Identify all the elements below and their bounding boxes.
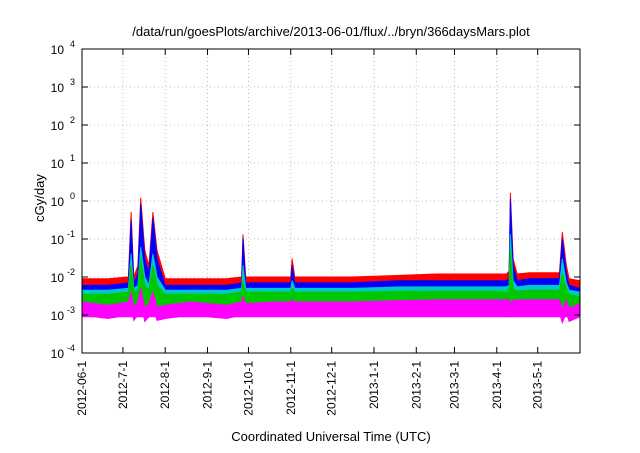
y-tick-exponent: 3	[70, 77, 75, 87]
x-tick-label: 2013-2-1	[409, 361, 423, 409]
x-tick-label: 2012-9-1	[201, 361, 215, 409]
y-tick-label: 10	[51, 347, 65, 361]
y-tick-label: 10	[51, 271, 65, 285]
x-tick-label: 2012-12-1	[325, 361, 339, 416]
y-tick-label: 10	[51, 309, 65, 323]
series-5-lower-envelope	[81, 301, 581, 325]
y-tick-base: 10	[51, 309, 65, 323]
x-tick-label: 2013-3-1	[447, 361, 461, 409]
x-tick-label: 2012-11-1	[284, 361, 298, 415]
y-tick-label: 10	[51, 81, 65, 95]
y-tick-exponent: -3	[67, 305, 75, 315]
y-tick-label: 10	[51, 195, 65, 209]
y-tick-base: 10	[51, 271, 65, 285]
y-tick-base: 10	[51, 43, 65, 57]
y-tick-base: 10	[51, 157, 65, 171]
x-tick-label: 2013-4-1	[490, 361, 504, 409]
x-tick-label: 2012-7-1	[116, 361, 130, 409]
y-tick-exponent: 0	[70, 191, 75, 201]
y-tick-base: 10	[51, 195, 65, 209]
y-tick-exponent: 1	[70, 153, 75, 163]
y-tick-label: 10	[51, 119, 65, 133]
x-tick-label: 2013-1-1	[367, 361, 381, 409]
y-tick-base: 10	[51, 119, 65, 133]
x-axis-label: Coordinated Universal Time (UTC)	[231, 429, 430, 444]
y-tick-exponent: -2	[67, 267, 75, 277]
x-tick-label: 2012-10-1	[241, 361, 255, 416]
y-tick-base: 10	[51, 81, 65, 95]
series-group	[81, 192, 581, 354]
x-tick-label: 2012-8-1	[158, 361, 172, 409]
y-tick-label: 10	[51, 157, 65, 171]
chart-title: /data/run/goesPlots/archive/2013-06-01/f…	[132, 24, 530, 39]
y-tick-label: 10	[51, 43, 65, 57]
y-tick-exponent: -1	[67, 229, 75, 239]
y-axis-label: cGy/day	[32, 174, 47, 222]
y-tick-base: 10	[51, 233, 65, 247]
y-tick-base: 10	[51, 347, 65, 361]
x-tick-label: 2013-5-1	[531, 361, 545, 409]
y-tick-exponent: -4	[67, 343, 75, 353]
y-tick-label: 10	[51, 233, 65, 247]
y-tick-exponent: 4	[70, 39, 75, 49]
y-tick-exponent: 2	[70, 115, 75, 125]
plot-background-lower	[82, 316, 580, 353]
x-tick-label: 2012-06-1	[75, 361, 89, 416]
x-axis-ticks: 2012-06-1 2012-7-1 2012-8-1 2012-9-1 2012-10…	[75, 49, 545, 416]
